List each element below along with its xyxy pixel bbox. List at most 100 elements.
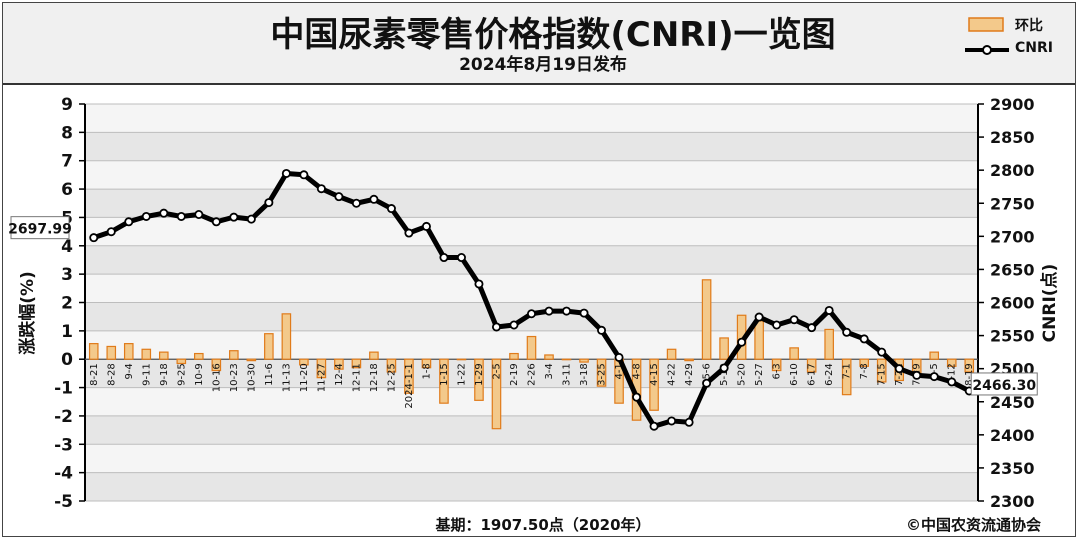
cnri-point (474, 279, 484, 289)
cnri-point (562, 306, 572, 316)
grid-band (85, 359, 978, 388)
cnri-point (194, 209, 204, 219)
bar-mark (561, 358, 572, 361)
x-tick-label: 7-8 (859, 363, 870, 379)
x-tick-label: 3-25 (597, 363, 608, 386)
y-tick-label-right: 2650 (990, 260, 1035, 279)
bar-mark (509, 352, 519, 360)
y-tick-label-left: -4 (54, 464, 73, 484)
bar-mark (824, 328, 834, 360)
grid-band (85, 387, 978, 416)
cnri-point (299, 170, 309, 180)
cnri-point (491, 322, 501, 332)
cnri-point (807, 323, 817, 333)
x-tick-label: 8-12 (947, 363, 958, 386)
x-tick-label: 12-11 (351, 363, 362, 392)
cnri-point (719, 363, 729, 373)
cnri-point (264, 198, 274, 208)
x-tick-label: 4-8 (632, 363, 643, 379)
cnri-point (842, 327, 852, 337)
x-tick-label: 10-23 (229, 363, 240, 392)
x-tick-label: 10-16 (211, 363, 222, 392)
cnri-point (89, 233, 99, 243)
cnri-point (527, 309, 537, 319)
bar-mark (141, 348, 152, 360)
bar-mark (684, 358, 694, 362)
x-tick-label: 9-25 (176, 363, 187, 386)
bar-mark (579, 358, 589, 363)
cnri-point (929, 372, 939, 382)
bar-mark (771, 358, 782, 372)
cnri-point (176, 211, 186, 221)
cnri-point (684, 417, 694, 427)
bar-mark (964, 358, 975, 373)
bar-mark (229, 350, 239, 360)
cnri-point (351, 198, 361, 208)
bar-mark (123, 343, 134, 360)
bar-mark (211, 358, 222, 372)
y-tick-label-left: 7 (61, 152, 73, 172)
bar-mark (334, 358, 344, 370)
cnri-point (316, 184, 326, 194)
x-tick-label: 7-22 (894, 363, 905, 386)
cnri-point (614, 352, 624, 362)
bar-mark (789, 347, 799, 360)
x-tick-label: 9-4 (124, 363, 135, 379)
bar-mark (719, 337, 729, 360)
y-tick-label-left: -2 (54, 407, 73, 427)
y-tick-label-left: 0 (61, 350, 73, 370)
x-tick-label: 7-15 (877, 363, 888, 386)
bar-mark (456, 358, 467, 361)
bar-mark (316, 358, 327, 379)
y-tick-label-right: 2700 (990, 227, 1035, 246)
y-tick-label-left: -3 (54, 435, 73, 455)
grid-band (85, 472, 978, 501)
legend-line-swatch (965, 45, 1009, 55)
x-tick-label: 4-22 (667, 363, 678, 386)
y-tick-label-right: 2750 (990, 194, 1035, 213)
grid-band (85, 444, 978, 473)
last-value-annotation: 2466.30 (970, 372, 1038, 396)
bar-mark (544, 354, 554, 360)
cnri-point (597, 325, 607, 335)
cnri-point (456, 253, 466, 263)
bar-mark (88, 343, 99, 360)
last-value-box (970, 372, 1038, 396)
bar-mark (649, 358, 659, 411)
x-tick-label: 8-19 (964, 363, 975, 386)
x-tick-label: 4-29 (684, 363, 695, 386)
bar-mark (281, 313, 292, 360)
base-period-text: 基期：1907.50点（2020年） (434, 516, 650, 534)
cnri-point (737, 337, 747, 347)
x-tick-label: 10-30 (246, 363, 257, 392)
x-tick-label: 9-18 (159, 363, 170, 386)
bar-mark (946, 358, 957, 367)
x-tick-label: 3-11 (562, 363, 573, 386)
cnri-point (281, 168, 291, 178)
cnri-point (386, 204, 396, 214)
y-tick-label-left: 8 (61, 123, 73, 143)
chart-svg: -5-4-3-2-1012345678923002350240024502500… (8, 95, 1060, 534)
cnri-point (106, 227, 116, 237)
x-tick-label: 11-27 (316, 363, 327, 392)
bar-mark (404, 358, 414, 394)
cnri-point (246, 214, 256, 224)
grid-band (85, 189, 978, 218)
cnri-point (772, 320, 782, 330)
cnri-point (649, 421, 659, 431)
y-tick-label-left: 1 (61, 322, 73, 342)
y-tick-label-left: 6 (61, 180, 73, 200)
grid-band (85, 217, 978, 246)
x-tick-label: 2-26 (527, 363, 538, 386)
legend-bar-swatch (968, 17, 1004, 32)
bar-mark (264, 333, 274, 360)
x-tick-label: 6-24 (824, 363, 835, 386)
grid-band (85, 104, 978, 133)
bar-mark (474, 358, 484, 401)
x-tick-label: 4-1 (614, 363, 625, 379)
bar-mark (806, 358, 817, 373)
first-value-box (10, 216, 70, 240)
y-tick-label-right: 2300 (990, 492, 1035, 511)
y-tick-label-right: 2350 (990, 459, 1035, 478)
